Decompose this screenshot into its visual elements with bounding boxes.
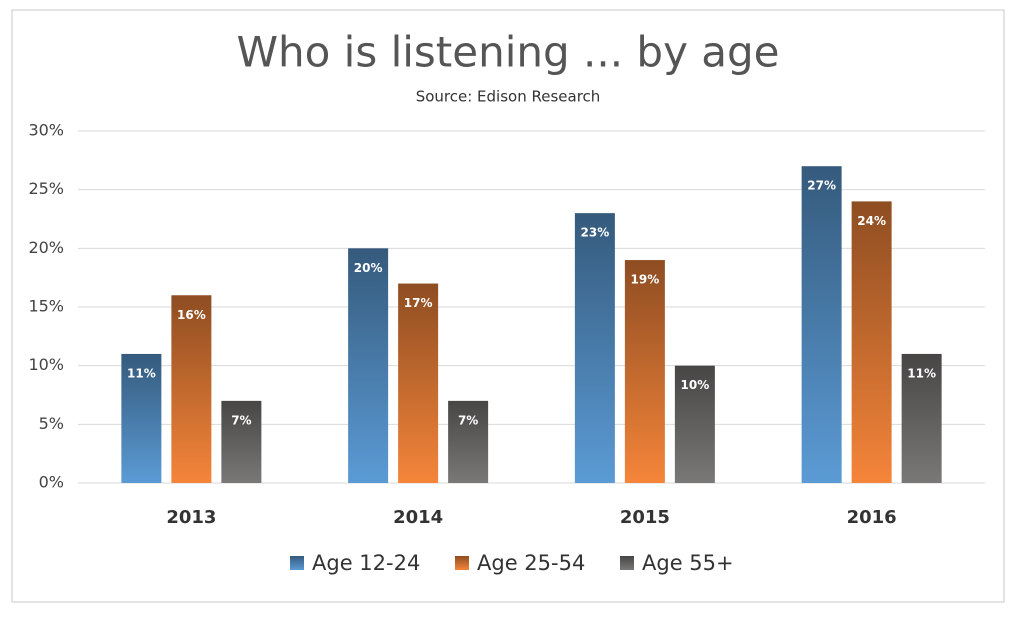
bar [348,248,389,483]
bar [574,213,615,483]
value-label: 16% [177,308,206,322]
value-label: 27% [807,179,836,193]
y-tick-label: 20% [28,238,64,257]
legend-label: Age 25-54 [477,551,585,575]
value-label: 23% [581,226,610,240]
value-label: 20% [354,261,383,275]
value-label: 17% [404,296,433,310]
y-tick-label: 30% [28,121,64,140]
value-label: 19% [631,273,660,287]
legend-label: Age 12-24 [312,551,420,575]
bar [448,400,489,483]
bar [121,353,162,483]
bar [901,353,942,483]
y-tick-label: 15% [28,297,64,316]
legend-swatch [290,556,304,570]
bar [398,283,439,483]
bar [624,260,665,483]
bar [221,400,262,483]
bar [171,295,212,483]
y-tick-label: 5% [39,414,64,433]
legend-swatch [455,556,469,570]
chart-title: Who is listening ... by age [236,28,779,77]
value-label: 7% [458,413,478,427]
y-tick-label: 10% [28,355,64,374]
y-tick-label: 25% [28,179,64,198]
y-tick-label: 0% [39,473,64,492]
chart-subtitle: Source: Edison Research [416,88,601,106]
bar [674,365,715,483]
x-tick-label: 2015 [620,507,670,528]
value-label: 11% [127,366,156,380]
x-tick-label: 2013 [166,507,216,528]
bar [851,201,892,483]
value-label: 7% [231,413,251,427]
value-label: 11% [907,366,936,380]
legend-label: Age 55+ [642,551,734,575]
x-tick-label: 2016 [847,507,897,528]
value-label: 10% [681,378,710,392]
x-tick-label: 2014 [393,507,443,528]
bar [801,166,842,483]
value-label: 24% [857,214,886,228]
legend-swatch [620,556,634,570]
